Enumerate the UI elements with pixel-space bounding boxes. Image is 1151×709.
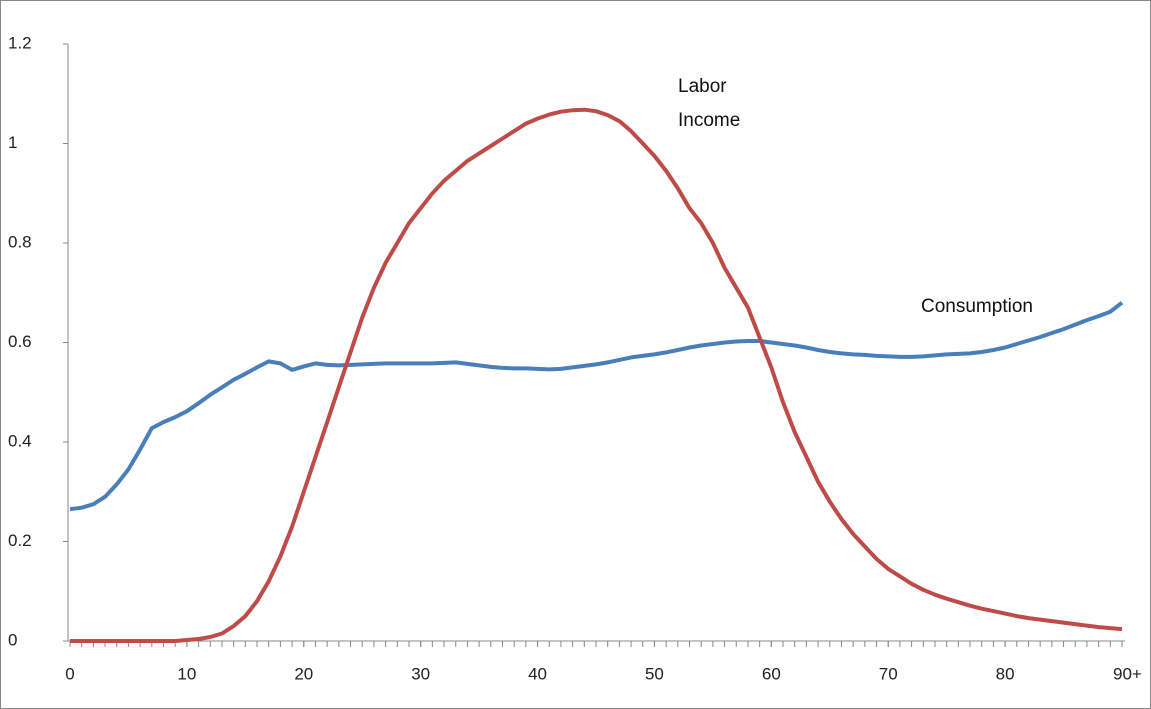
x-tick-label: 0: [65, 664, 74, 683]
y-tick-label: 0.8: [8, 232, 32, 251]
y-tick-label: 0.2: [8, 531, 32, 550]
x-tick-label: 90+: [1113, 664, 1142, 683]
x-tick-label: 40: [528, 664, 547, 683]
x-tick-label: 80: [996, 664, 1015, 683]
y-tick-label: 0.4: [8, 431, 32, 450]
series-label: Consumption: [921, 296, 1033, 317]
x-tick-label: 70: [879, 664, 898, 683]
y-tick-label: 0: [8, 630, 17, 649]
series-line: [69, 301, 1124, 512]
x-tick-label: 30: [411, 664, 430, 683]
series-line: [70, 107, 1123, 643]
y-tick-label: 1: [8, 133, 17, 152]
x-tick-label: 50: [645, 664, 664, 683]
x-tick-label: 60: [762, 664, 781, 683]
x-tick-label: 10: [177, 664, 196, 683]
series-label: Labor Income: [678, 76, 741, 131]
y-tick-label: 0.6: [8, 332, 32, 351]
x-tick-label: 20: [294, 664, 313, 683]
y-tick-label: 1.2: [8, 33, 32, 52]
